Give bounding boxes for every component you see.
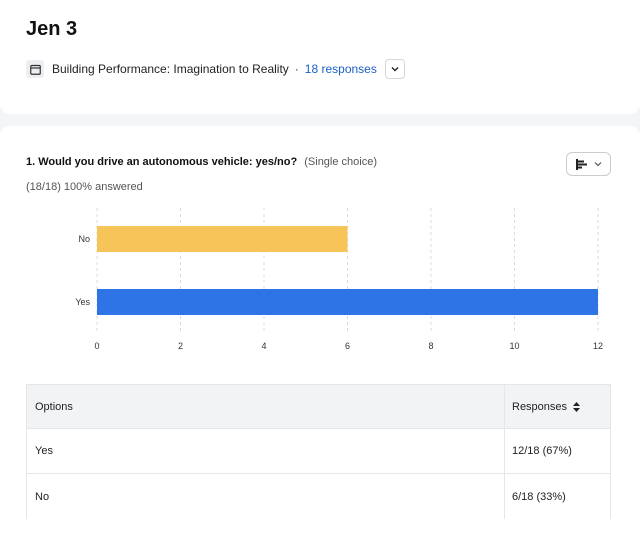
x-tick-label: 0 <box>94 341 99 351</box>
x-tick-label: 12 <box>593 341 603 351</box>
category-label: Yes <box>75 297 90 307</box>
question-title: 1. Would you drive an autonomous vehicle… <box>26 156 298 168</box>
table-header-row: Options Responses <box>27 384 610 429</box>
response-bar-chart: 0 2 4 6 8 10 12 No Yes <box>75 208 603 351</box>
responses-dropdown-button[interactable] <box>384 59 405 79</box>
option-cell: Yes <box>27 429 505 473</box>
bar-no[interactable] <box>97 226 348 252</box>
chevron-down-icon <box>594 162 601 167</box>
separator-dot: · <box>294 62 299 76</box>
x-tick-label: 10 <box>509 341 519 351</box>
sort-icon[interactable] <box>573 401 581 412</box>
calendar-icon <box>26 60 44 78</box>
x-tick-label: 8 <box>428 341 433 351</box>
question-card: 1. Would you drive an autonomous vehicle… <box>0 126 640 547</box>
responses-link[interactable]: 18 responses <box>304 62 377 76</box>
options-header: Options <box>27 385 505 428</box>
chevron-down-icon <box>391 67 399 72</box>
x-tick-label: 4 <box>261 341 266 351</box>
chart-type-dropdown[interactable] <box>566 152 611 176</box>
question-header: 1. Would you drive an autonomous vehicle… <box>26 156 377 168</box>
option-cell: No <box>27 474 505 519</box>
category-label: No <box>78 234 90 244</box>
page-title: Jen 3 <box>26 18 78 40</box>
responses-header-label: Responses <box>512 400 568 413</box>
responses-cell: 12/18 (67%) <box>512 445 572 457</box>
meeting-info-row: Building Performance: Imagination to Rea… <box>26 58 405 80</box>
x-tick-label: 2 <box>178 341 183 351</box>
answered-count: (18/18) 100% answered <box>26 181 143 193</box>
meeting-header-card: Jen 3 Building Performance: Imagination … <box>0 0 640 114</box>
responses-header[interactable]: Responses <box>505 385 610 428</box>
table-row: Yes 12/18 (67%) <box>27 429 610 474</box>
question-type: (Single choice) <box>304 156 378 168</box>
meeting-title: Building Performance: Imagination to Rea… <box>52 62 289 76</box>
bar-chart-icon <box>575 158 587 170</box>
responses-table: Options Responses Yes 12/18 (67%) No 6/1… <box>26 384 611 519</box>
x-tick-label: 6 <box>345 341 350 351</box>
bar-yes[interactable] <box>97 289 598 315</box>
table-row: No 6/18 (33%) <box>27 474 610 519</box>
responses-cell: 6/18 (33%) <box>512 490 566 503</box>
